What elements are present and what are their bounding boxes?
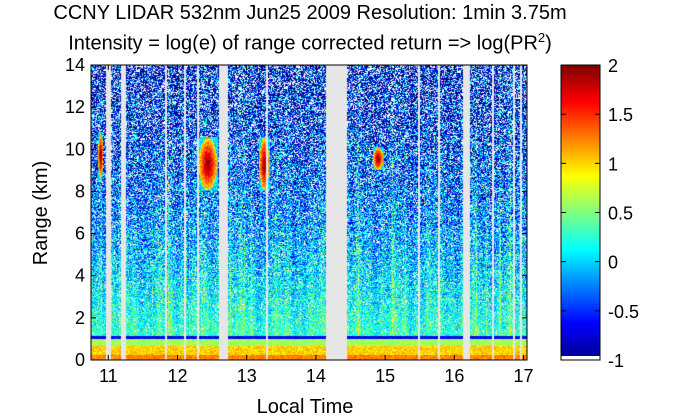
x-tick-label: 12 <box>167 366 187 386</box>
colorbar-tick-label: 0.5 <box>608 204 633 224</box>
colorbar-tick-label: 1 <box>608 154 618 174</box>
y-tick-label: 8 <box>75 181 85 201</box>
chart-title: CCNY LIDAR 532nm Jun25 2009 Resolution: … <box>53 2 567 24</box>
colorbar-gradient <box>561 65 600 360</box>
plot-area <box>91 65 527 360</box>
colorbar-tick-label: 2 <box>608 56 618 76</box>
colorbar-tick-label: 0 <box>608 253 618 273</box>
y-tick-label: 10 <box>65 139 85 159</box>
x-tick-label: 16 <box>444 366 464 386</box>
colorbar: -1 -0.5 0 0.5 1 1.5 2 <box>560 56 639 371</box>
x-tick-label: 14 <box>306 366 326 386</box>
colorbar-tick-label: 1.5 <box>608 105 633 125</box>
colorbar-tick-label: -1 <box>608 351 624 371</box>
y-tick-label: 4 <box>75 266 85 286</box>
y-tick-label: 6 <box>75 224 85 244</box>
y-tick-label: 14 <box>65 55 85 75</box>
x-tick-label: 15 <box>375 366 395 386</box>
intensity-map <box>91 65 527 360</box>
y-tick-label: 12 <box>65 97 85 117</box>
chart-subtitle: Intensity = log(e) of range corrected re… <box>68 30 552 55</box>
y-tick-label: 0 <box>75 350 85 370</box>
x-axis-label: Local Time <box>257 396 354 418</box>
x-tick-label: 17 <box>514 366 534 386</box>
y-tick-label: 2 <box>75 308 85 328</box>
x-tick-label: 11 <box>99 366 118 386</box>
colorbar-white-bin <box>561 356 600 360</box>
x-tick-label: 13 <box>237 366 257 386</box>
axes: 11 12 13 14 15 16 17 0 2 4 6 8 10 12 14 <box>65 55 534 386</box>
colorbar-tick-label: -0.5 <box>608 302 639 322</box>
y-axis-label: Range (km) <box>30 161 52 265</box>
plot-frame <box>90 64 528 361</box>
